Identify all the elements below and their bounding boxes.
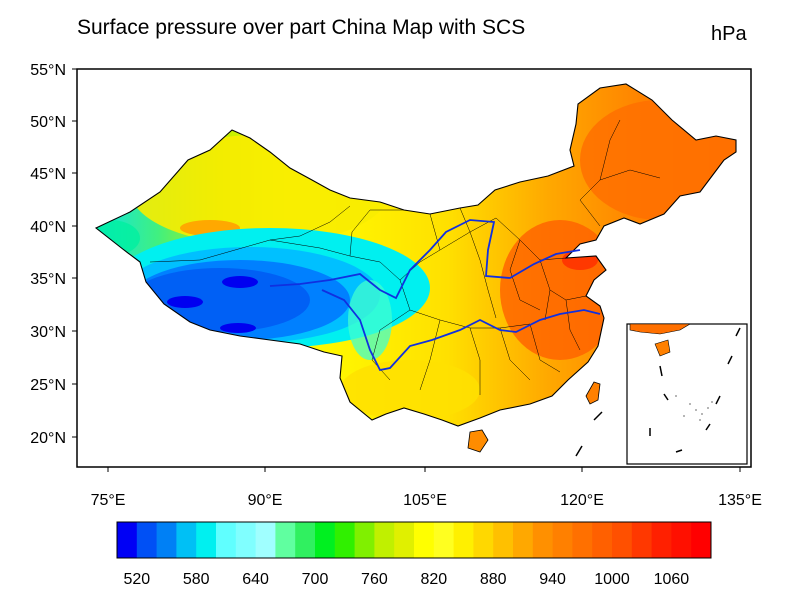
china-border bbox=[94, 83, 737, 427]
lat-label: 55°N bbox=[30, 62, 66, 79]
lon-label: 90°E bbox=[248, 492, 283, 509]
colorbar-swatch bbox=[315, 522, 336, 558]
colorbar-label: 1000 bbox=[594, 571, 630, 588]
colorbar-swatch bbox=[295, 522, 316, 558]
colorbar-swatch bbox=[691, 522, 712, 558]
colorbar-label: 760 bbox=[361, 571, 388, 588]
colorbar-swatch bbox=[176, 522, 197, 558]
colorbar-swatch bbox=[354, 522, 375, 558]
colorbar-label: 940 bbox=[539, 571, 566, 588]
colorbar-label: 880 bbox=[480, 571, 507, 588]
colorbar-swatch bbox=[631, 522, 652, 558]
colorbar-swatch bbox=[156, 522, 177, 558]
lat-label: 40°N bbox=[30, 219, 66, 236]
colorbar-swatch bbox=[216, 522, 237, 558]
colorbar-swatch bbox=[513, 522, 534, 558]
colorbar-label: 1060 bbox=[654, 571, 690, 588]
colorbar-swatch bbox=[453, 522, 474, 558]
scs-inset bbox=[626, 323, 748, 465]
colorbar-swatch bbox=[334, 522, 355, 558]
colorbar-labels: 520 580 640 700 760 820 880 940 1000 1060 bbox=[123, 571, 689, 588]
scs-dashes bbox=[575, 411, 603, 457]
hainan bbox=[467, 429, 489, 453]
colorbar-swatch bbox=[532, 522, 553, 558]
colorbar-swatch bbox=[117, 522, 138, 558]
colorbar-swatch bbox=[374, 522, 395, 558]
lat-label: 20°N bbox=[30, 430, 66, 447]
lon-label: 120°E bbox=[560, 492, 604, 509]
colorbar-swatch bbox=[651, 522, 672, 558]
axis-ticks bbox=[72, 68, 741, 472]
colorbar bbox=[116, 521, 712, 559]
colorbar-swatch bbox=[275, 522, 296, 558]
lat-label: 45°N bbox=[30, 166, 66, 183]
units-label: hPa bbox=[711, 23, 747, 45]
yellow-river bbox=[269, 219, 581, 300]
lat-label: 50°N bbox=[30, 114, 66, 131]
lon-label: 75°E bbox=[91, 492, 126, 509]
colorbar-swatch bbox=[433, 522, 454, 558]
colorbar-label: 580 bbox=[183, 571, 210, 588]
chart-title: Surface pressure over part China Map wit… bbox=[77, 16, 526, 39]
colorbar-swatch bbox=[473, 522, 494, 558]
colorbar-frame bbox=[116, 521, 712, 559]
colorbar-swatch bbox=[394, 522, 415, 558]
colorbar-swatch bbox=[136, 522, 157, 558]
lat-tick-labels: 55°N 50°N 45°N 40°N 35°N 30°N 25°N 20°N bbox=[30, 62, 66, 447]
colorbar-label: 700 bbox=[302, 571, 329, 588]
colorbar-swatch bbox=[414, 522, 435, 558]
colorbar-swatch bbox=[552, 522, 573, 558]
lon-label: 105°E bbox=[403, 492, 447, 509]
colorbar-label: 820 bbox=[420, 571, 447, 588]
lon-tick-labels: 75°E 90°E 105°E 120°E 135°E bbox=[91, 492, 762, 509]
lon-label: 135°E bbox=[718, 492, 762, 509]
colorbar-swatch bbox=[572, 522, 593, 558]
colorbar-swatch bbox=[493, 522, 514, 558]
colorbar-swatch bbox=[235, 522, 256, 558]
lat-label: 30°N bbox=[30, 324, 66, 341]
province-borders bbox=[149, 119, 661, 395]
colorbar-swatch bbox=[671, 522, 692, 558]
taiwan bbox=[585, 381, 601, 405]
colorbar-swatch bbox=[196, 522, 217, 558]
colorbar-swatch bbox=[612, 522, 633, 558]
colorbar-label: 640 bbox=[242, 571, 269, 588]
colorbar-label: 520 bbox=[123, 571, 150, 588]
colorbar-swatch bbox=[255, 522, 276, 558]
lat-label: 25°N bbox=[30, 377, 66, 394]
rivers bbox=[269, 219, 601, 372]
lat-label: 35°N bbox=[30, 271, 66, 288]
yangtze-river bbox=[321, 289, 601, 372]
colorbar-swatch bbox=[592, 522, 613, 558]
